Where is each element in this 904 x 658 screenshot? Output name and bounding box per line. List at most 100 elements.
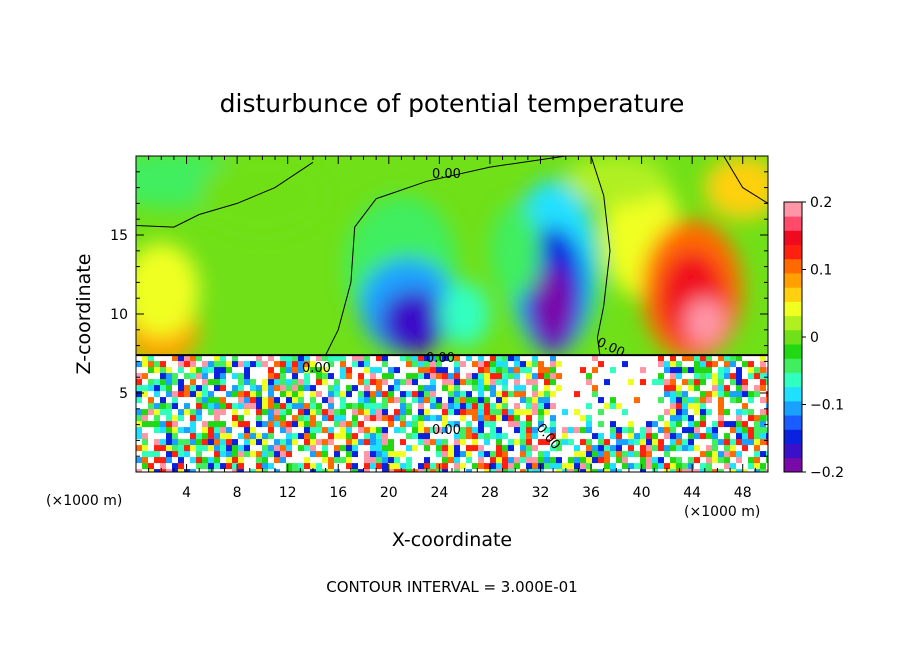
turbulent-cell-340 [268, 373, 275, 380]
turbulent-cell-1671 [622, 445, 629, 452]
turbulent-cell-399 [622, 373, 629, 380]
turbulent-cell-1131 [562, 415, 569, 422]
turbulent-cell-2021 [178, 469, 185, 472]
turbulent-cell-1500 [232, 439, 239, 446]
turbulent-cell-1071 [202, 415, 209, 422]
turbulent-cell-1388 [196, 433, 203, 440]
turbulent-cell-1141 [622, 415, 629, 422]
turbulent-cell-533 [154, 385, 161, 392]
turbulent-cell-1290 [244, 427, 251, 434]
turbulent-cell-1382 [160, 433, 167, 440]
turbulent-cell-1811 [190, 457, 197, 464]
colorbar-swatch-2 [784, 429, 802, 444]
turbulent-cell-1753 [478, 451, 485, 458]
turbulent-cell-1646 [472, 445, 479, 452]
turbulent-cell-1551 [538, 439, 545, 446]
turbulent-cell-1824 [268, 457, 275, 464]
turbulent-cell-107 [142, 361, 149, 368]
turbulent-cell-1328 [472, 427, 479, 434]
turbulent-cell-1898 [712, 457, 719, 464]
turbulent-cell-1067 [178, 415, 185, 422]
turbulent-cell-1024 [556, 409, 563, 416]
turbulent-cell-804 [508, 397, 515, 404]
turbulent-cell-1028 [580, 409, 587, 416]
turbulent-cell-626 [712, 385, 719, 392]
turbulent-cell-1945 [358, 463, 365, 470]
turbulent-cell-1518 [340, 439, 347, 446]
turbulent-cell-313 [742, 367, 749, 374]
turbulent-cell-403 [646, 373, 653, 380]
turbulent-cell-314 [748, 367, 755, 374]
turbulent-cell-878 [316, 403, 323, 410]
turbulent-cell-198 [688, 361, 695, 368]
turbulent-cell-1880 [604, 457, 611, 464]
turbulent-cell-960 [172, 409, 179, 416]
turbulent-cell-923 [586, 403, 593, 410]
contour-label-4: 0.00 [426, 351, 455, 366]
turbulent-cell-1454 [592, 433, 599, 440]
turbulent-cell-1651 [502, 445, 509, 452]
turbulent-cell-95 [706, 355, 713, 362]
turbulent-cell-718 [628, 391, 635, 398]
turbulent-cell-1913 [166, 463, 173, 470]
turbulent-cell-210 [760, 361, 767, 368]
turbulent-cell-14 [220, 355, 227, 362]
turbulent-cell-1697 [142, 451, 149, 458]
turbulent-cell-735 [730, 391, 737, 398]
turbulent-cell-1656 [532, 445, 539, 452]
turbulent-cell-695 [490, 391, 497, 398]
turbulent-cell-859 [202, 403, 209, 410]
turbulent-cell-342 [280, 373, 287, 380]
colorbar-swatch-10 [784, 315, 802, 331]
turbulent-cell-1311 [370, 427, 377, 434]
turbulent-cell-1724 [304, 451, 311, 458]
turbulent-cell-251 [370, 367, 377, 374]
turbulent-cell-994 [376, 409, 383, 416]
turbulent-cell-903 [466, 403, 473, 410]
turbulent-cell-1738 [388, 451, 395, 458]
turbulent-cell-1303 [322, 427, 329, 434]
turbulent-cell-1502 [244, 439, 251, 446]
turbulent-cell-1944 [352, 463, 359, 470]
turbulent-cell-351 [334, 373, 341, 380]
turbulent-cell-240 [304, 367, 311, 374]
turbulent-cell-12 [208, 355, 215, 362]
turbulent-cell-418 [736, 373, 743, 380]
lower-turbulent-layer [136, 354, 768, 472]
turbulent-cell-2010 [748, 463, 755, 470]
x-tick-label-4: 20 [380, 485, 398, 501]
turbulent-cell-1211 [406, 421, 413, 428]
turbulent-cell-985 [322, 409, 329, 416]
turbulent-cell-1364 [688, 427, 695, 434]
turbulent-cell-55 [466, 355, 473, 362]
turbulent-cell-1041 [658, 409, 665, 416]
turbulent-cell-749 [178, 397, 185, 404]
turbulent-cell-1716 [256, 451, 263, 458]
turbulent-cell-212 [136, 367, 143, 374]
turbulent-cell-1018 [520, 409, 527, 416]
turbulent-cell-1297 [286, 427, 293, 434]
turbulent-cell-441 [238, 379, 245, 386]
turbulent-cell-2007 [730, 463, 737, 470]
turbulent-cell-2074 [496, 469, 503, 472]
zero-contour-3 [723, 156, 768, 204]
turbulent-cell-1078 [244, 415, 251, 422]
turbulent-cell-1990 [628, 463, 635, 470]
turbulent-cell-439 [226, 379, 233, 386]
turbulent-cell-430 [172, 379, 179, 386]
turbulent-cell-1298 [292, 427, 299, 434]
turbulent-cell-1361 [670, 427, 677, 434]
turbulent-cell-1739 [394, 451, 401, 458]
turbulent-cell-673 [358, 391, 365, 398]
turbulent-cell-149 [394, 361, 401, 368]
turbulent-cell-662 [292, 391, 299, 398]
turbulent-cell-405 [658, 373, 665, 380]
turbulent-cell-191 [646, 361, 653, 368]
turbulent-cell-15 [226, 355, 233, 362]
turbulent-cell-1642 [448, 445, 455, 452]
turbulent-cell-983 [310, 409, 317, 416]
turbulent-cell-1249 [634, 421, 641, 428]
turbulent-cell-1338 [532, 427, 539, 434]
turbulent-cell-862 [220, 403, 227, 410]
turbulent-cell-1871 [550, 457, 557, 464]
